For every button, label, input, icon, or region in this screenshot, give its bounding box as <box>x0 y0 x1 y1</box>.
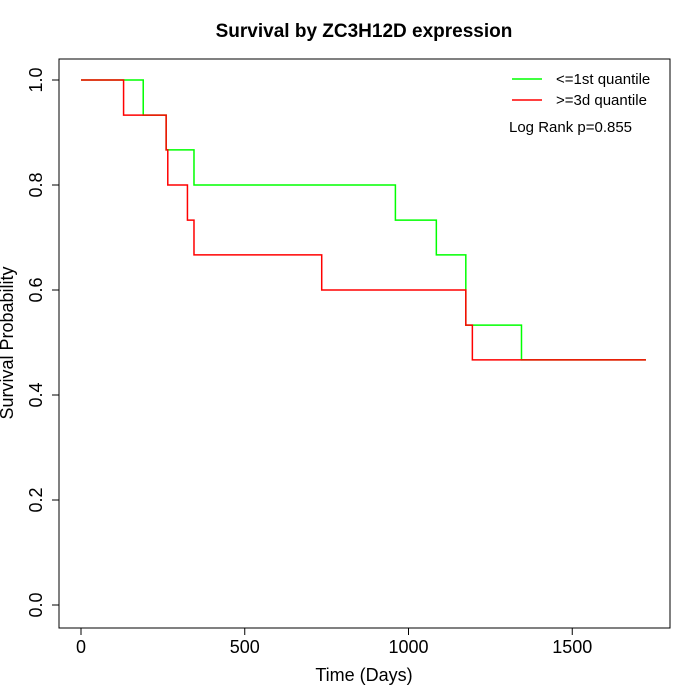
y-axis: 0.0 0.2 0.4 0.6 0.8 1.0 <box>26 67 60 618</box>
legend-label-le-1st-quantile: <=1st quantile <box>556 71 650 88</box>
y-tick-label: 0.6 <box>26 277 46 302</box>
x-tick-label: 1000 <box>388 637 428 657</box>
x-tick-label: 500 <box>230 637 260 657</box>
legend-label-ge-3d-quantile: >=3d quantile <box>556 92 647 109</box>
y-axis-title: Survival Probability <box>0 266 17 419</box>
x-axis: 0 500 1000 1500 <box>76 627 592 657</box>
plot-frame <box>58 58 671 629</box>
legend: <=1st quantile >=3d quantile <box>512 71 650 109</box>
y-tick-label: 0.2 <box>26 487 46 512</box>
y-tick-label: 1.0 <box>26 67 46 92</box>
y-tick-label: 0.4 <box>26 382 46 407</box>
x-axis-title: Time (Days) <box>315 665 412 685</box>
chart-title: Survival by ZC3H12D expression <box>216 21 513 42</box>
series-line-ge-3d-quantile <box>81 79 646 361</box>
x-tick-label: 1500 <box>552 637 592 657</box>
series-layer <box>81 79 646 361</box>
log-rank-annotation: Log Rank p=0.855 <box>509 119 632 136</box>
x-tick-label: 0 <box>76 637 86 657</box>
y-tick-label: 0.0 <box>26 592 46 617</box>
y-tick-label: 0.8 <box>26 172 46 197</box>
